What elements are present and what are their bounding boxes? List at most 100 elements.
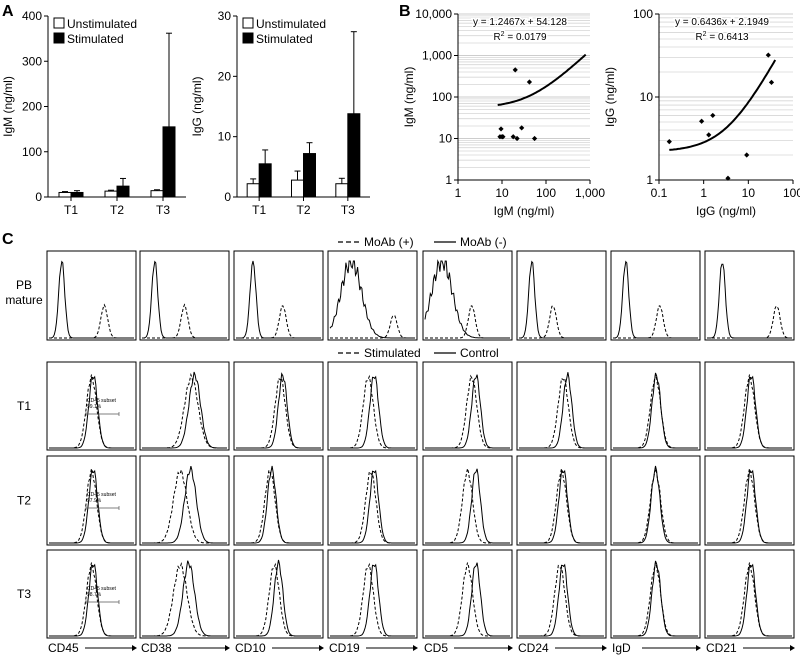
data-point — [765, 52, 771, 58]
data-point — [531, 135, 538, 142]
y-tick-label: 10 — [218, 130, 232, 144]
bar — [347, 113, 361, 198]
marker-axis-arrowhead — [225, 645, 230, 651]
marker-curve — [519, 305, 604, 339]
control-curve — [142, 465, 227, 544]
bar — [303, 153, 316, 198]
control-curve — [49, 469, 134, 544]
marker-axis-arrowhead — [602, 645, 607, 651]
y-tick-label: 30 — [218, 9, 232, 23]
control-curve — [236, 372, 321, 449]
y-tick-label: 100 — [432, 90, 452, 104]
control-curve — [142, 371, 227, 449]
histogram-panel — [139, 549, 230, 639]
marker-curve — [707, 305, 792, 339]
row-label: T3 — [17, 587, 31, 601]
control-curve — [236, 559, 321, 637]
control-curve — [613, 372, 698, 449]
control-curve — [425, 468, 510, 544]
marker-axis-label: CD19 — [329, 641, 360, 655]
marker-axis-arrowhead — [413, 645, 418, 651]
control-curve — [519, 372, 604, 449]
subset-annotation-value: 99.1% — [87, 404, 102, 410]
y-tick-label: 300 — [22, 54, 42, 68]
histogram-panel — [516, 250, 607, 341]
histogram-panel — [516, 361, 607, 451]
y-tick-label: 1 — [646, 173, 653, 187]
marker-curve — [425, 305, 510, 339]
y-tick-label: 400 — [22, 9, 42, 23]
category-label: T1 — [64, 203, 78, 217]
data-point — [666, 139, 672, 145]
marker-axis-label: IgD — [612, 641, 631, 655]
r-squared: R2 = 0.0179 — [493, 31, 547, 43]
y-tick-label: 10 — [439, 132, 453, 146]
bar — [258, 163, 272, 198]
x-tick-label: 0.1 — [651, 186, 668, 200]
control-curve — [329, 260, 415, 339]
x-axis-label: IgM (ng/ml) — [494, 204, 555, 218]
category-label: T1 — [252, 203, 266, 217]
control-curve — [707, 375, 792, 449]
marker-axis-label: CD21 — [706, 641, 737, 655]
control-curve — [707, 469, 792, 544]
control-curve — [142, 560, 227, 637]
legend-label: Stimulated — [256, 32, 313, 46]
legend-label: Unstimulated — [256, 17, 326, 31]
marker-curve — [142, 303, 227, 339]
data-point — [706, 132, 712, 138]
histogram-panel — [46, 250, 137, 341]
legend-swatch — [53, 32, 65, 44]
histogram-panel — [139, 361, 230, 451]
y-tick-label: 10,000 — [415, 7, 452, 21]
x-tick-label: 100 — [783, 186, 800, 200]
bar — [58, 191, 72, 198]
legend-dashed-label: Stimulated — [364, 346, 421, 360]
x-tick-label: 10 — [495, 186, 509, 200]
bar — [335, 183, 349, 198]
histogram-panel — [139, 250, 230, 341]
marker-axis-arrowhead — [696, 645, 701, 651]
x-tick-label: 10 — [742, 186, 756, 200]
panel-label-a: A — [2, 3, 14, 20]
control-curve — [236, 260, 321, 339]
legend-swatch — [53, 17, 65, 29]
data-point — [699, 118, 705, 124]
subset-annotation-name: CD45 subset — [87, 398, 117, 404]
control-curve — [425, 374, 510, 449]
control-curve — [519, 563, 604, 637]
control-curve — [236, 465, 321, 544]
panel-label-c: C — [2, 231, 14, 248]
row-label: PB — [16, 278, 32, 292]
x-tick-label: 1 — [700, 186, 707, 200]
y-tick-label: 100 — [22, 145, 42, 159]
bar — [70, 191, 84, 198]
control-curve — [519, 469, 604, 544]
r-squared: R2 = 0.6413 — [695, 31, 749, 43]
legend-dashed-label: MoAb (+) — [364, 235, 414, 249]
data-point — [510, 134, 516, 140]
y-tick-label: 200 — [22, 100, 42, 114]
x-tick-label: 1 — [455, 186, 462, 200]
data-point — [514, 135, 520, 142]
marker-axis-label: CD5 — [424, 641, 448, 655]
data-point — [498, 126, 504, 132]
regression-equation: y = 1.2467x + 54.128 — [473, 17, 567, 28]
data-point — [744, 152, 750, 158]
panel-label-b: B — [399, 3, 411, 20]
x-tick-label: 100 — [536, 186, 556, 200]
control-curve — [330, 375, 415, 449]
y-axis-label: IgM (ng/ml) — [402, 67, 416, 128]
igm-bar-chart: 0 100 200 300 400 IgM (ng/ml) T1 T2 T3 Unstimulat… — [1, 9, 186, 217]
bar — [291, 179, 304, 198]
igm-scatter-plot: 1 10 100 1,000 10,000 1 10 100 1,000 IgM (ng/ml) I… — [402, 7, 605, 218]
x-tick-label: 1,000 — [575, 186, 605, 200]
control-curve — [613, 560, 698, 637]
control-curve — [707, 563, 792, 637]
histogram-panel — [327, 455, 418, 546]
y-tick-label: 0 — [224, 190, 231, 204]
histogram-panel — [233, 549, 324, 639]
igg-bar-chart: 0 10 20 30 IgG (ng/ml) T1 T2 T3 UnstimulatedStim… — [190, 9, 370, 217]
legend-solid-label: MoAb (-) — [460, 235, 507, 249]
